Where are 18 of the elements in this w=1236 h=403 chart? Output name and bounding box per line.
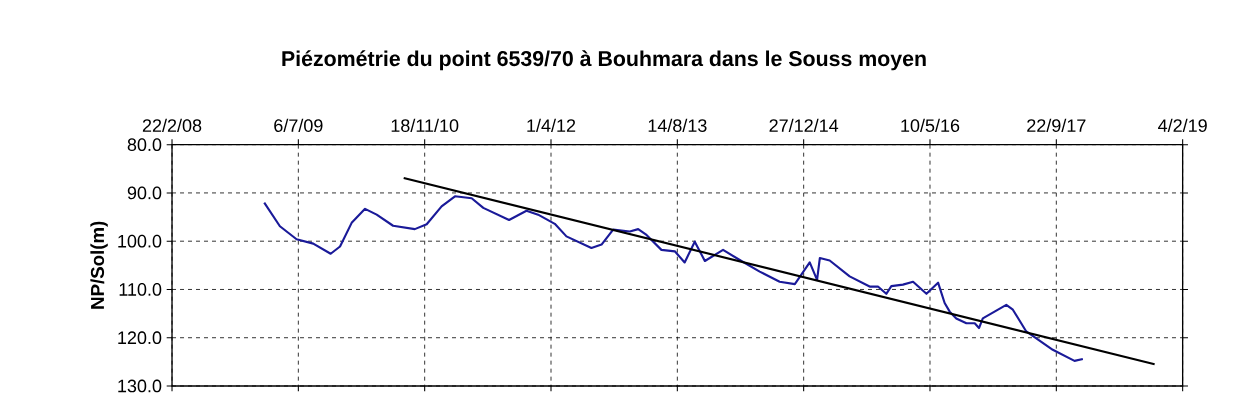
line-series [263,195,1084,362]
chart-title: Piézométrie du point 6539/70 à Bouhmara dans le Souss moyen [282,50,926,71]
x-tick-label: 22/2/08 [142,118,202,132]
x-tick-label: 18/11/10 [391,118,459,132]
x-tick-label: 4/2/19 [1158,118,1207,132]
y-tick-label: 130.0 [118,379,162,393]
x-tick-label: 22/9/17 [1027,118,1086,132]
y-tick-label: 80.0 [127,138,162,152]
x-tick-label: 6/7/09 [274,118,323,132]
x-tick-label: 27/12/14 [769,118,839,132]
x-tick-label: 1/4/12 [527,118,576,132]
y-tick-label: 90.0 [127,186,162,200]
y-tick-label: 120.0 [118,331,162,345]
y-tick-label: 110.0 [119,283,162,296]
x-tick-label: 14/8/13 [648,118,707,132]
x-tick-label: 10/5/16 [901,118,960,132]
y-tick-label: 100.0 [118,234,162,248]
y-axis-title: NP/Sol(m) [90,221,108,309]
